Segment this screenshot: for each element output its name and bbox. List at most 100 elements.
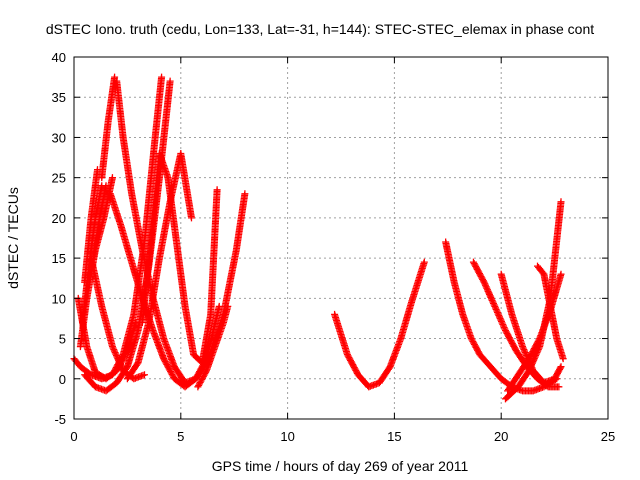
data-point [113, 353, 121, 361]
data-point [491, 302, 499, 310]
data-point [481, 280, 489, 288]
data-point [215, 302, 223, 310]
y-tick-label: 0 [59, 372, 66, 387]
data-point [111, 349, 119, 357]
series-points [98, 73, 119, 182]
data-point [111, 73, 119, 81]
data-point [166, 77, 174, 85]
series-points [331, 258, 428, 391]
data-point [500, 323, 508, 331]
data-point [116, 359, 124, 367]
y-tick-label: 35 [52, 90, 66, 105]
data-point [496, 314, 504, 322]
data-point [525, 367, 533, 375]
data-point [527, 362, 535, 370]
data-point [114, 355, 122, 363]
data-point [485, 290, 493, 298]
x-tick-label: 25 [601, 429, 615, 444]
x-tick-label: 5 [177, 429, 184, 444]
data-point [521, 349, 529, 357]
data-point [557, 270, 565, 278]
data-point [117, 362, 125, 370]
y-tick-label: 10 [52, 291, 66, 306]
data-point [241, 190, 249, 198]
x-tick-label: 20 [494, 429, 508, 444]
data-point [492, 305, 500, 313]
data-point [495, 311, 503, 319]
y-tick-label: 30 [52, 130, 66, 145]
data-point [158, 73, 166, 81]
x-tick-label: 0 [70, 429, 77, 444]
data-point [521, 347, 529, 355]
data-point [493, 308, 501, 316]
data-point [108, 174, 116, 182]
data-point [483, 286, 491, 294]
data-point [497, 317, 505, 325]
series-points [123, 150, 195, 383]
data-point [123, 348, 131, 356]
data-point [520, 346, 528, 354]
data-point [493, 307, 501, 315]
data-point [557, 363, 565, 371]
data-point [489, 299, 497, 307]
data-point [480, 278, 488, 286]
plot-frame [73, 56, 609, 420]
data-point [490, 301, 498, 309]
data-point [487, 293, 495, 301]
data-point [528, 359, 536, 367]
series-points [89, 182, 110, 262]
data-point [488, 296, 496, 304]
data-point [140, 371, 148, 379]
data-point [489, 298, 497, 306]
y-axis-label: dSTEC / TECUs [5, 187, 21, 289]
data-point [114, 356, 122, 364]
y-tick-label: 25 [52, 171, 66, 186]
data-point [109, 344, 117, 352]
data-point [224, 302, 232, 310]
data-point [484, 287, 492, 295]
data-point [118, 364, 126, 372]
data-point [115, 358, 123, 366]
y-tick-label: 5 [59, 332, 66, 347]
data-point [110, 347, 118, 355]
data-point [213, 186, 221, 194]
y-tick-label: -5 [54, 412, 66, 427]
data-point [499, 320, 507, 328]
y-tick-label: 15 [52, 251, 66, 266]
data-point [494, 310, 502, 318]
y-tick-label: 20 [52, 211, 66, 226]
data-point [132, 318, 140, 326]
data-point [491, 304, 499, 312]
data-point [559, 355, 567, 363]
data-point [557, 198, 565, 206]
data-point [528, 361, 536, 369]
data-point [112, 352, 120, 360]
data-point [555, 383, 563, 391]
chart-title: dSTEC Iono. truth (cedu, Lon=133, Lat=-3… [46, 21, 594, 37]
data-point [112, 350, 120, 358]
x-axis-label: GPS time / hours of day 269 of year 2011 [212, 458, 469, 474]
x-tick-label: 15 [387, 429, 401, 444]
axis-ticks: 0 5 10 15 20 25 -5 0 5 10 15 20 25 30 35 40 [52, 50, 616, 444]
x-tick-label: 10 [280, 429, 294, 444]
data-point [110, 346, 118, 354]
y-tick-label: 40 [52, 50, 66, 65]
data-point [498, 319, 506, 327]
data-point [487, 295, 495, 303]
series-points [194, 302, 232, 391]
data-point [108, 343, 116, 351]
data-point [556, 364, 564, 372]
data-point [486, 292, 494, 300]
data-point [526, 365, 534, 373]
data-point [497, 316, 505, 324]
data-point [519, 344, 527, 352]
data-point [483, 284, 491, 292]
data-point [526, 364, 534, 372]
data-point [481, 281, 489, 289]
series-points [534, 262, 567, 363]
data-point [499, 322, 507, 330]
data-point [519, 343, 527, 351]
data-point [482, 283, 490, 291]
data-point [116, 361, 124, 369]
